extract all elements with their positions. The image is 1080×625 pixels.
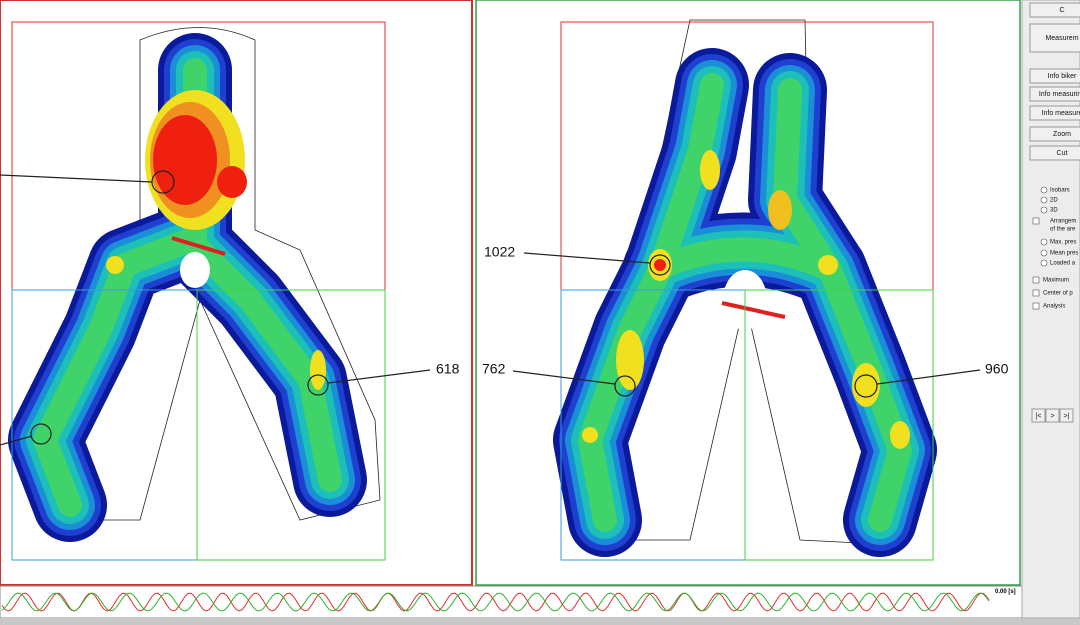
option-label[interactable]: Loaded a: [1050, 261, 1076, 267]
marker: [854, 374, 878, 398]
left-view-frame: [0, 0, 473, 586]
option-label[interactable]: Mean pres: [1050, 251, 1078, 257]
timeline: [0, 585, 1023, 619]
option-label[interactable]: Analysis: [1043, 304, 1065, 310]
button[interactable]: [1029, 2, 1080, 18]
pressure-band: [578, 73, 724, 532]
button[interactable]: [1029, 23, 1080, 53]
pressure-map: [8, 27, 381, 542]
button[interactable]: [1029, 145, 1080, 161]
radio[interactable]: [1040, 196, 1048, 204]
marker: [614, 375, 636, 397]
option-label[interactable]: 3D: [1050, 208, 1058, 214]
checkbox[interactable]: [1032, 302, 1040, 310]
button[interactable]: [1029, 126, 1080, 142]
leader: [327, 369, 431, 384]
controls: C Measurem Info biker Info measuring Info me…: [1029, 2, 1080, 423]
radio[interactable]: [1040, 206, 1048, 214]
zone-right: [196, 289, 386, 561]
leader: [0, 174, 153, 183]
button[interactable]: [1029, 68, 1080, 84]
pressure-peak: [890, 421, 910, 449]
pressure-maps: [8, 19, 937, 557]
time-readout: 0.00 [s]: [995, 589, 1016, 595]
radio[interactable]: [1040, 186, 1048, 194]
pressure-peak: [310, 350, 326, 390]
option-label[interactable]: Max. pres: [1050, 240, 1076, 246]
button[interactable]: [1029, 105, 1080, 121]
pressure-peak: [654, 259, 666, 271]
checkbox[interactable]: [1032, 276, 1040, 284]
button-label[interactable]: Measurem: [1045, 35, 1078, 42]
button-label[interactable]: C: [1059, 7, 1064, 14]
sensor-outline: [39, 27, 381, 521]
nav-label[interactable]: >: [1050, 413, 1054, 420]
wave-line: [1, 592, 990, 612]
waveform: [1, 592, 990, 612]
option-label[interactable]: Arrangem: [1050, 219, 1076, 225]
option-label[interactable]: of the are: [1050, 227, 1076, 233]
pressure-peak: [768, 190, 792, 230]
nav-label[interactable]: |<: [1036, 413, 1042, 420]
pressure-band: [773, 78, 912, 532]
marker: [649, 254, 671, 276]
button-label[interactable]: Info biker: [1048, 73, 1077, 80]
pressure-peak: [700, 150, 720, 190]
value-label: 960: [985, 361, 1009, 377]
pressure-peak: [106, 256, 124, 274]
option-label[interactable]: Isobars: [1050, 188, 1070, 194]
nav-button[interactable]: [1031, 408, 1046, 423]
checkbox[interactable]: [1032, 289, 1040, 297]
marker: [307, 374, 329, 396]
pressure-band: [648, 237, 842, 282]
option-label[interactable]: 2D: [1050, 198, 1058, 204]
value-label: 618: [436, 361, 460, 377]
zone-right: [744, 289, 934, 561]
value-label: 762: [482, 361, 506, 377]
status-bar: [0, 618, 1080, 625]
center-of-pressure: [171, 236, 226, 256]
radio[interactable]: [1040, 259, 1048, 267]
leader: [512, 370, 616, 385]
button[interactable]: [1029, 86, 1080, 102]
pressure-peak: [852, 363, 880, 407]
leader: [0, 435, 33, 446]
center-of-pressure: [721, 301, 786, 319]
zones: [11, 21, 934, 561]
pressure-peak: [818, 255, 838, 275]
right-view-frame: [475, 0, 1021, 586]
marker: [30, 423, 52, 445]
pressure-peak: [153, 115, 217, 205]
nav-button[interactable]: [1059, 408, 1074, 423]
wave-line: [1, 592, 990, 612]
marker: [151, 170, 175, 194]
center-hole: [180, 252, 210, 288]
pressure-peak: [582, 427, 598, 443]
pressure-peak: [616, 330, 644, 390]
pressure-peak: [217, 166, 247, 198]
button-label[interactable]: Zoom: [1053, 131, 1071, 138]
option-label[interactable]: Center of p: [1043, 291, 1073, 297]
button-label[interactable]: Info measuring: [1039, 91, 1080, 98]
leader: [876, 369, 981, 385]
annotations: [0, 170, 981, 446]
radio[interactable]: [1040, 249, 1048, 257]
nav-label[interactable]: >|: [1064, 413, 1070, 420]
radio[interactable]: [1040, 238, 1048, 246]
side-panel: [1021, 0, 1080, 619]
pressure-band: [33, 228, 342, 517]
pressure-map: [553, 19, 937, 557]
nav-button[interactable]: [1045, 408, 1060, 423]
checkbox[interactable]: [1032, 217, 1040, 225]
value-label: 1022: [484, 244, 515, 260]
button-label[interactable]: Info measure: [1042, 110, 1080, 117]
button-label[interactable]: Cut: [1057, 150, 1068, 157]
leader: [523, 252, 651, 264]
option-label[interactable]: Maximum: [1043, 278, 1069, 284]
